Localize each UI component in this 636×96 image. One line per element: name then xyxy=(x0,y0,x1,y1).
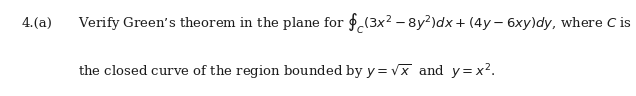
Text: the closed curve of the region bounded by $y=\sqrt{x}$  and  $y=x^2$.: the closed curve of the region bounded b… xyxy=(78,63,495,82)
Text: 4.(a): 4.(a) xyxy=(22,17,53,30)
Text: Verify Green’s theorem in the plane for $\oint_C(3x^2-8y^2)dx+(4y-6xy)dy$, where: Verify Green’s theorem in the plane for … xyxy=(78,11,632,36)
